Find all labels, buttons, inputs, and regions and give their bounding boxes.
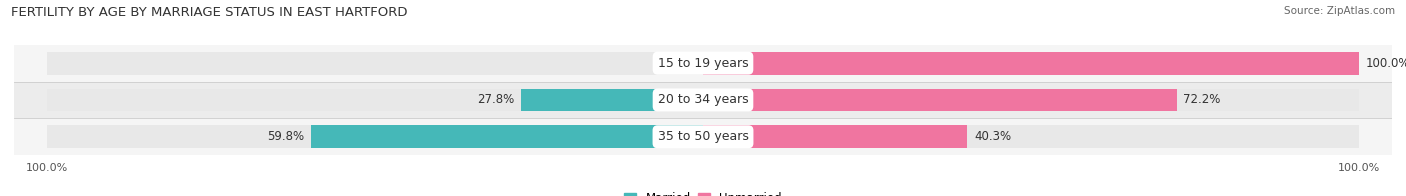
Text: 27.8%: 27.8% [477, 93, 515, 106]
Text: Source: ZipAtlas.com: Source: ZipAtlas.com [1284, 6, 1395, 16]
Text: 35 to 50 years: 35 to 50 years [658, 130, 748, 143]
Bar [703, 52, 1360, 74]
Text: 0.0%: 0.0% [666, 57, 696, 70]
Bar [703, 125, 1360, 148]
Bar [14, 118, 1392, 155]
Legend: Married, Unmarried: Married, Unmarried [620, 187, 786, 196]
Bar [520, 89, 703, 111]
Bar [703, 89, 1360, 111]
Text: FERTILITY BY AGE BY MARRIAGE STATUS IN EAST HARTFORD: FERTILITY BY AGE BY MARRIAGE STATUS IN E… [11, 6, 408, 19]
Text: 100.0%: 100.0% [1365, 57, 1406, 70]
Bar [14, 45, 1392, 82]
Bar [46, 89, 703, 111]
Text: 20 to 34 years: 20 to 34 years [658, 93, 748, 106]
Bar [703, 125, 967, 148]
Bar [311, 125, 703, 148]
Text: 59.8%: 59.8% [267, 130, 304, 143]
Bar [14, 82, 1392, 118]
Bar [46, 52, 703, 74]
Text: 40.3%: 40.3% [974, 130, 1011, 143]
Text: 72.2%: 72.2% [1184, 93, 1220, 106]
Bar [46, 125, 703, 148]
Text: 15 to 19 years: 15 to 19 years [658, 57, 748, 70]
Bar [703, 52, 1360, 74]
Bar [703, 89, 1177, 111]
